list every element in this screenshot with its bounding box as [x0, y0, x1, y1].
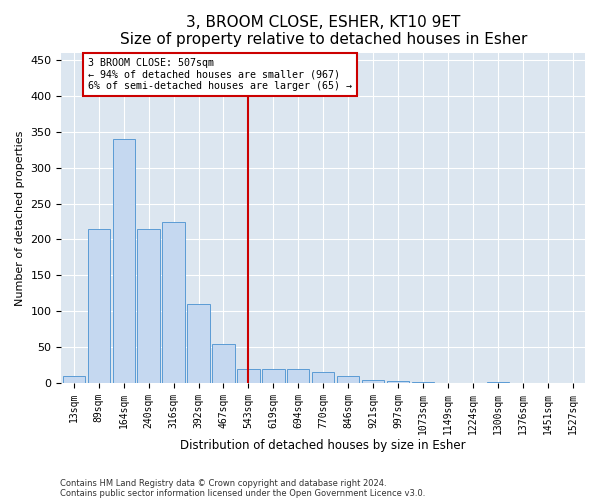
Bar: [212, 344, 235, 383]
Bar: [287, 368, 310, 383]
X-axis label: Distribution of detached houses by size in Esher: Distribution of detached houses by size …: [181, 440, 466, 452]
Bar: [312, 372, 334, 383]
Bar: [88, 228, 110, 383]
Bar: [262, 368, 284, 383]
Y-axis label: Number of detached properties: Number of detached properties: [15, 130, 25, 306]
Bar: [187, 304, 210, 383]
Bar: [362, 380, 384, 383]
Bar: [487, 382, 509, 383]
Bar: [237, 368, 260, 383]
Bar: [387, 381, 409, 383]
Bar: [337, 376, 359, 383]
Title: 3, BROOM CLOSE, ESHER, KT10 9ET
Size of property relative to detached houses in : 3, BROOM CLOSE, ESHER, KT10 9ET Size of …: [119, 15, 527, 48]
Text: 3 BROOM CLOSE: 507sqm
← 94% of detached houses are smaller (967)
6% of semi-deta: 3 BROOM CLOSE: 507sqm ← 94% of detached …: [88, 58, 352, 91]
Bar: [163, 222, 185, 383]
Text: Contains public sector information licensed under the Open Government Licence v3: Contains public sector information licen…: [60, 490, 425, 498]
Text: Contains HM Land Registry data © Crown copyright and database right 2024.: Contains HM Land Registry data © Crown c…: [60, 478, 386, 488]
Bar: [62, 376, 85, 383]
Bar: [412, 382, 434, 383]
Bar: [137, 228, 160, 383]
Bar: [113, 139, 135, 383]
